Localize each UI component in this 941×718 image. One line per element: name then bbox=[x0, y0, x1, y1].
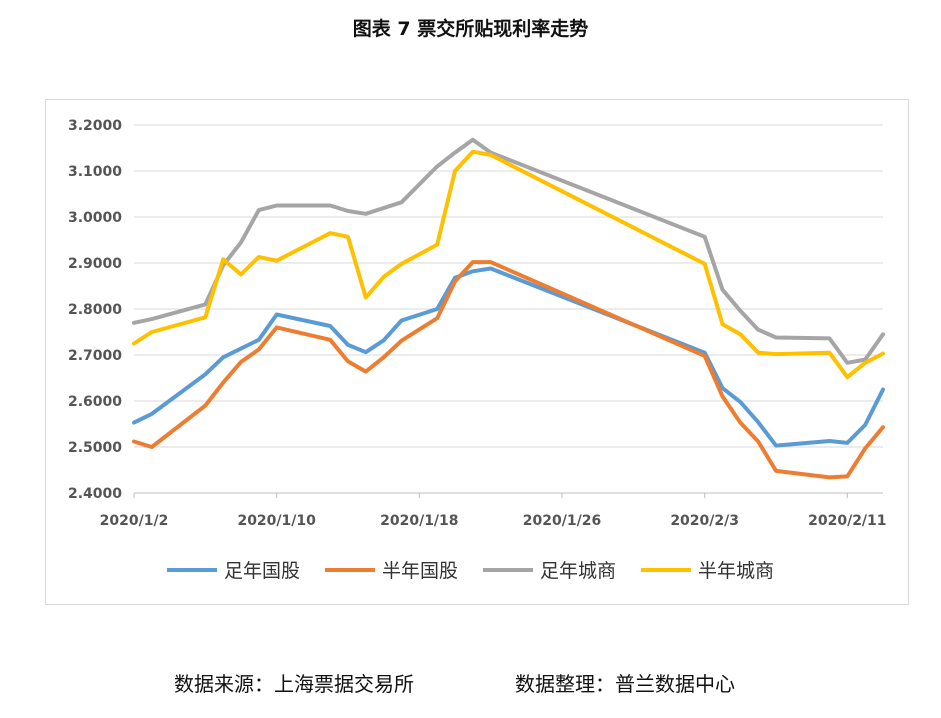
y-tick-label: 2.4000 bbox=[68, 486, 122, 502]
y-tick-label: 2.5000 bbox=[68, 440, 122, 456]
x-tick-label: 2020/1/2 bbox=[100, 513, 169, 529]
legend-item: 半年城商 bbox=[641, 560, 774, 582]
x-axis-labels: 2020/1/2 2020/1/10 2020/1/18 2020/1/26 2020/… bbox=[100, 513, 887, 529]
series-lines bbox=[132, 137, 885, 480]
series-line-4 bbox=[132, 149, 885, 380]
x-tick-label: 2020/1/18 bbox=[380, 513, 458, 529]
legend-label: 半年城商 bbox=[698, 560, 774, 582]
x-tick-label: 2020/2/11 bbox=[808, 513, 886, 529]
legend-label: 足年国股 bbox=[224, 560, 300, 582]
x-axis bbox=[133, 492, 883, 498]
data-source-note: 数据来源：上海票据交易所 bbox=[174, 672, 414, 696]
y-tick-label: 2.8000 bbox=[68, 302, 122, 318]
y-tick-label: 2.9000 bbox=[68, 256, 122, 272]
legend-label: 半年国股 bbox=[382, 560, 458, 582]
chart-title: 图表 7 票交所贴现利率走势 bbox=[352, 18, 589, 40]
y-tick-label: 2.6000 bbox=[68, 394, 122, 410]
series-line-2 bbox=[132, 260, 885, 480]
legend-item: 半年国股 bbox=[325, 560, 458, 582]
y-axis-labels: 2.4000 2.5000 2.6000 2.7000 2.8000 2.9000 3.00… bbox=[68, 118, 122, 502]
y-tick-label: 3.2000 bbox=[68, 118, 122, 134]
x-tick-label: 2020/1/10 bbox=[237, 513, 316, 529]
legend-item: 足年城商 bbox=[483, 560, 616, 582]
series-line-1 bbox=[132, 266, 885, 448]
legend-label: 足年城商 bbox=[540, 560, 616, 582]
x-tick-label: 2020/1/26 bbox=[523, 513, 601, 529]
data-organizer-note: 数据整理：普兰数据中心 bbox=[515, 672, 735, 696]
gridlines bbox=[134, 124, 883, 448]
series-line-3 bbox=[132, 137, 885, 365]
x-tick-label: 2020/2/3 bbox=[670, 513, 739, 529]
legend: 足年国股 半年国股 足年城商 半年城商 bbox=[167, 560, 774, 582]
y-tick-label: 2.7000 bbox=[68, 348, 122, 364]
y-tick-label: 3.0000 bbox=[68, 210, 122, 226]
legend-item: 足年国股 bbox=[167, 560, 300, 582]
y-tick-label: 3.1000 bbox=[68, 164, 122, 180]
